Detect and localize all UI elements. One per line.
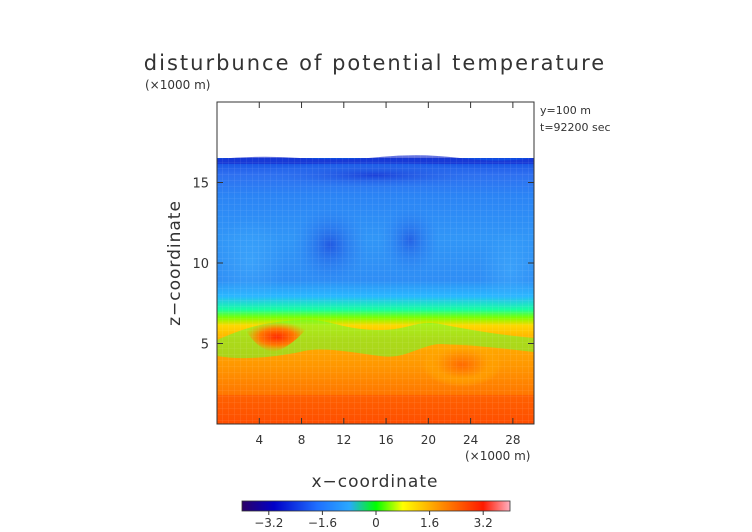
colorbar-tick-label: 0 bbox=[372, 516, 380, 530]
y-axis-label: z−coordinate bbox=[165, 200, 185, 326]
x-tick-label: 12 bbox=[336, 433, 351, 447]
x-tick-label: 4 bbox=[255, 433, 263, 447]
annotation-y: y=100 m bbox=[540, 104, 591, 117]
colorbar-tick-label: 1.6 bbox=[420, 516, 439, 530]
x-axis-label: x−coordinate bbox=[312, 472, 439, 492]
plot-area bbox=[217, 102, 534, 424]
x-unit-label: (×1000 m) bbox=[465, 449, 530, 463]
colorbar-ticks: −3.2 −1.6 0 1.6 3.2 bbox=[254, 511, 493, 530]
chart-title: disturbunce of potential temperature bbox=[144, 51, 606, 75]
y-axis-ticks: 5 10 15 bbox=[192, 177, 534, 353]
colorbar bbox=[241, 500, 511, 512]
grid-overlay bbox=[217, 102, 534, 424]
x-axis-ticks: 4 8 12 16 20 24 28 bbox=[255, 102, 521, 447]
annotation-t: t=92200 sec bbox=[540, 121, 611, 134]
colorbar-tick-label: 3.2 bbox=[474, 516, 493, 530]
y-tick-label: 15 bbox=[192, 177, 209, 192]
x-tick-label: 20 bbox=[421, 433, 436, 447]
x-tick-label: 28 bbox=[505, 433, 520, 447]
colorbar-tick-label: −3.2 bbox=[254, 516, 283, 530]
colorbar-tick-label: −1.6 bbox=[308, 516, 337, 530]
x-tick-label: 8 bbox=[298, 433, 306, 447]
y-tick-label: 5 bbox=[201, 338, 209, 353]
z-unit-label: (×1000 m) bbox=[145, 78, 210, 92]
x-tick-label: 16 bbox=[378, 433, 393, 447]
y-tick-label: 10 bbox=[192, 257, 209, 272]
x-tick-label: 24 bbox=[463, 433, 478, 447]
